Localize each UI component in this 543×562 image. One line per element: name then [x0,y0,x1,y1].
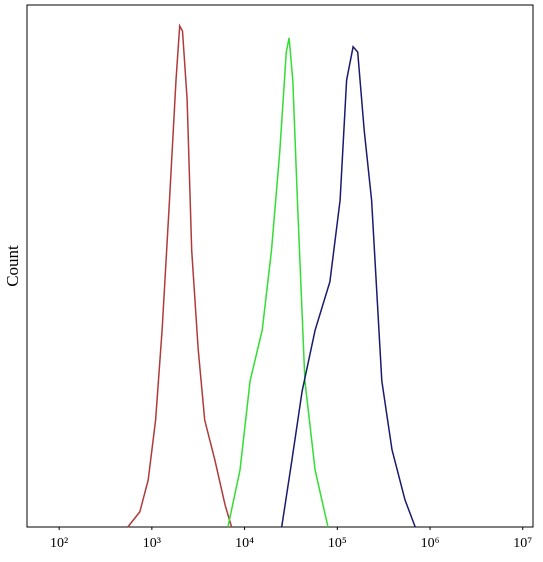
histogram-line [227,37,329,528]
histogram-line [280,45,416,528]
x-tick-label: 10⁷ [513,536,532,551]
plot-frame [26,4,534,528]
x-tick-label: 10⁴ [235,536,254,551]
x-tick-label: 10³ [143,536,161,551]
x-tick-label: 10⁵ [328,536,347,551]
y-axis-label: Count [3,245,22,287]
x-tick-label: 10⁶ [421,536,440,551]
histogram-line [127,23,233,528]
x-tick-label: 10² [50,536,68,551]
